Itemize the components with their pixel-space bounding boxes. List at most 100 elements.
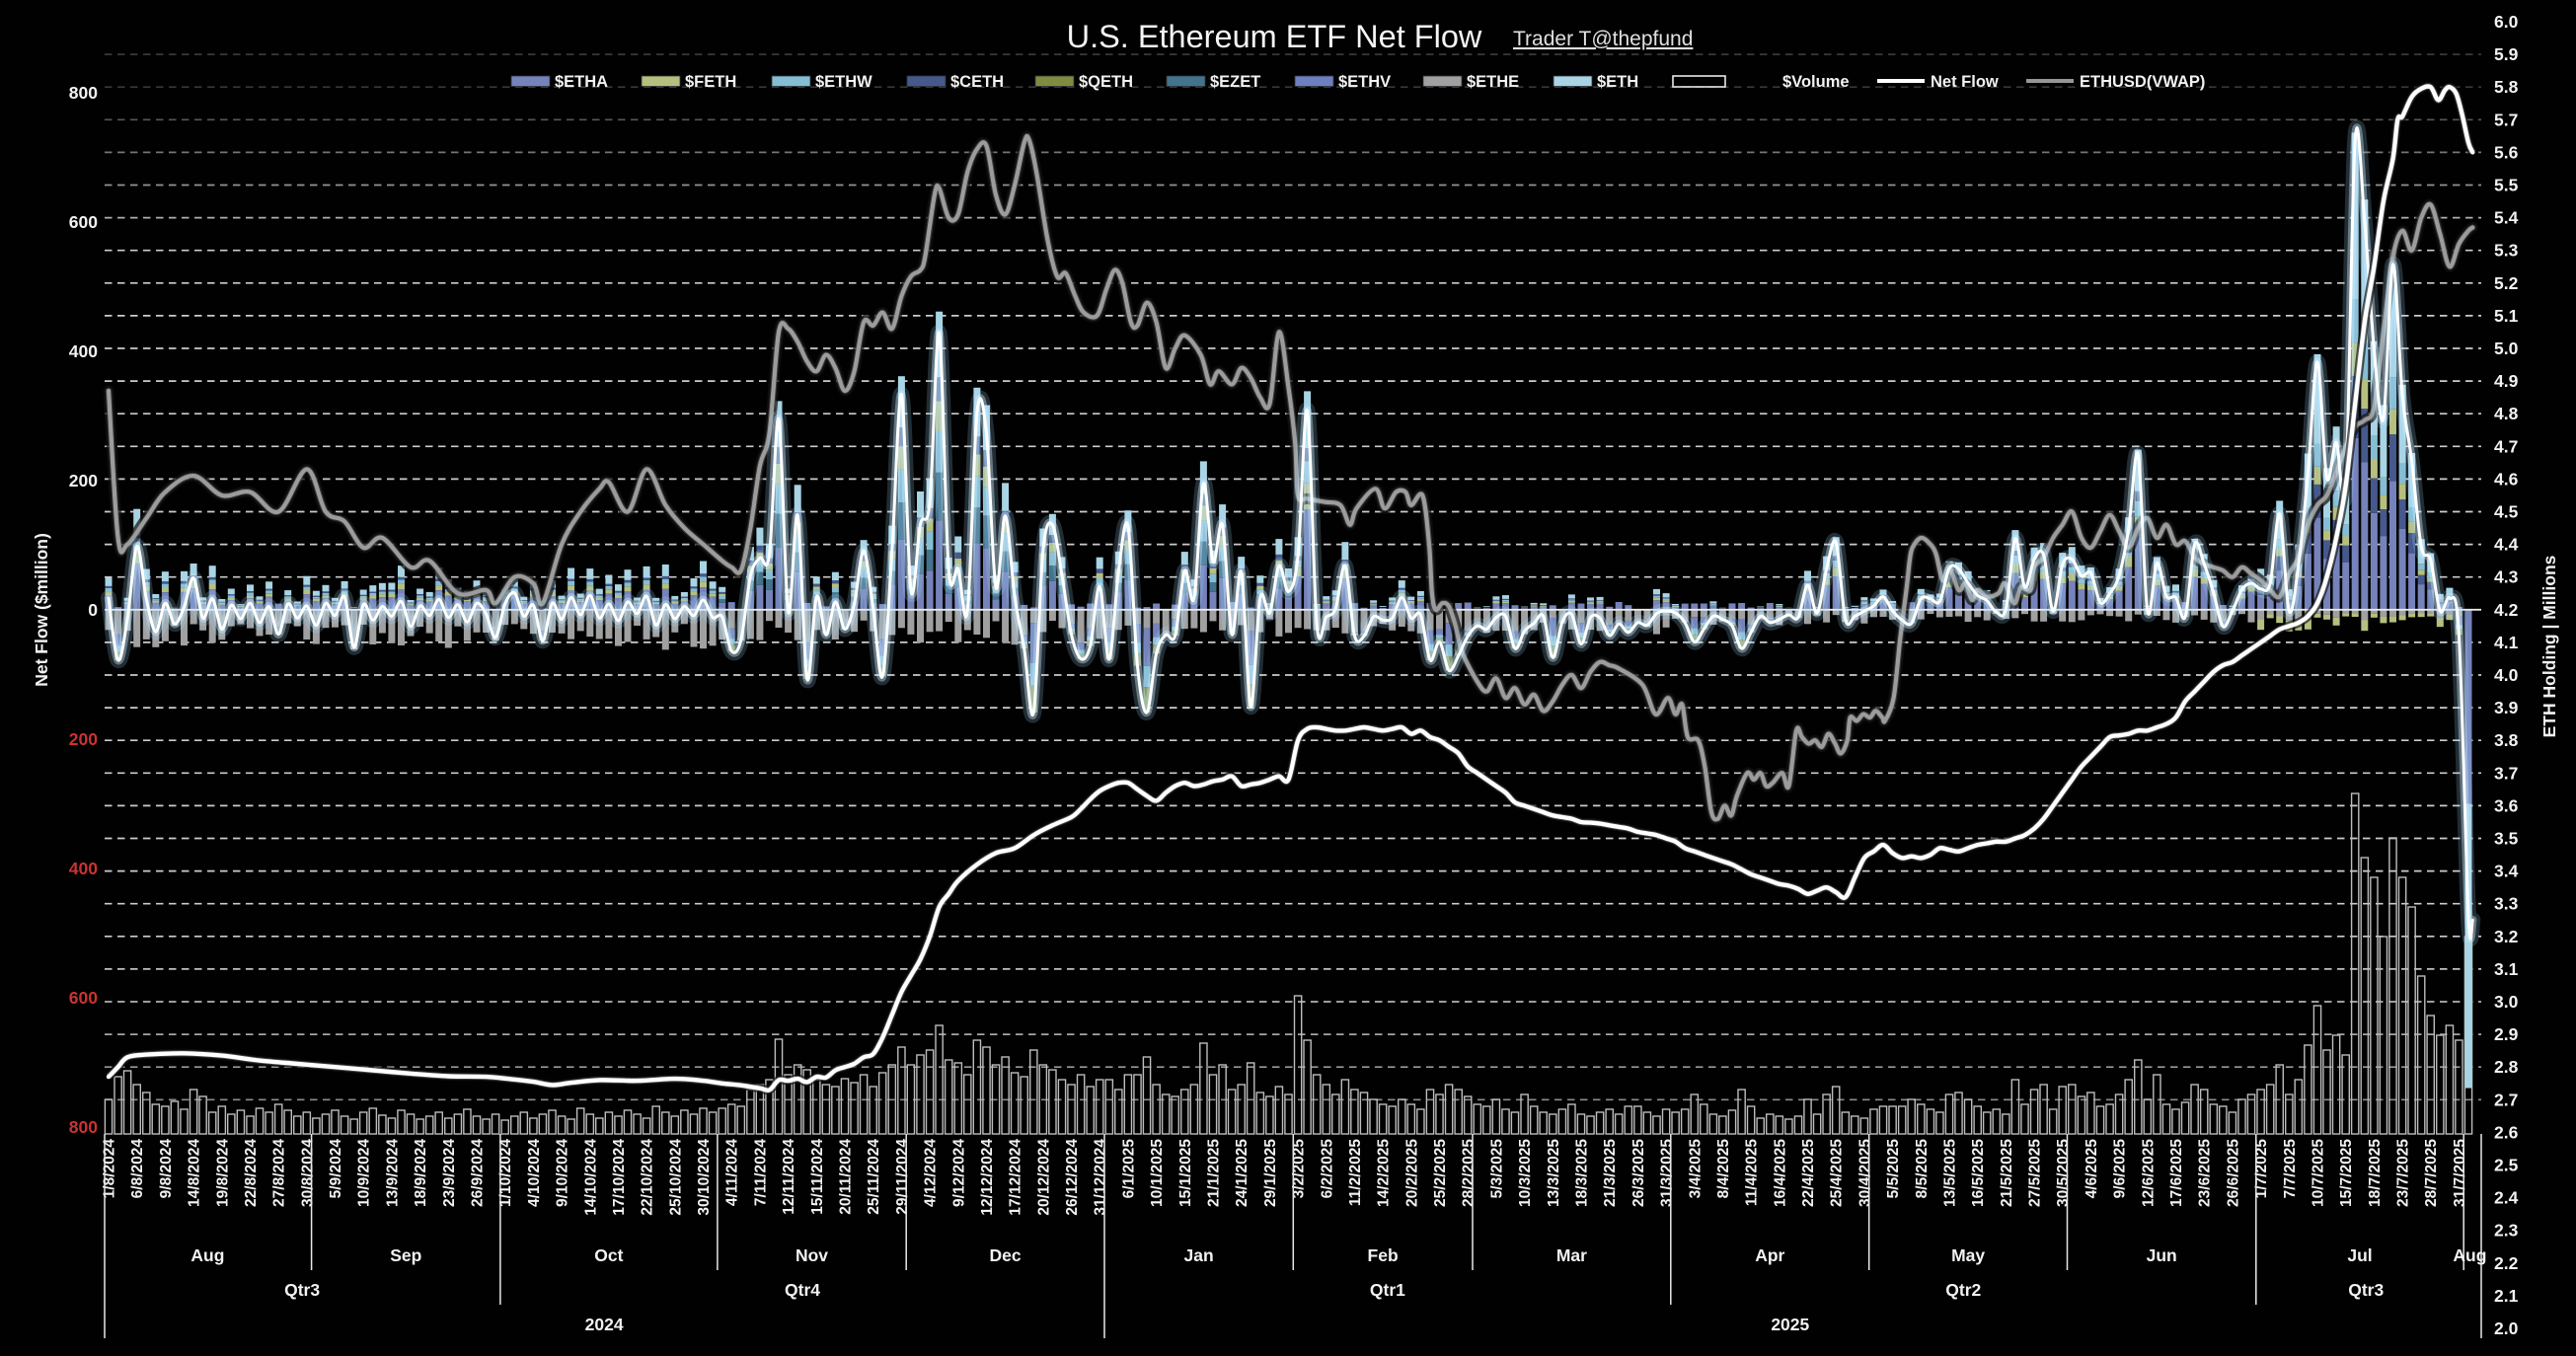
svg-text:4.3: 4.3 <box>2494 567 2519 587</box>
svg-text:25/2/2025: 25/2/2025 <box>1432 1139 1449 1207</box>
svg-text:18/3/2025: 18/3/2025 <box>1574 1139 1591 1207</box>
svg-text:4.5: 4.5 <box>2494 502 2519 522</box>
svg-text:4/6/2025: 4/6/2025 <box>2084 1139 2100 1199</box>
svg-text:4.9: 4.9 <box>2494 371 2519 391</box>
svg-text:23/7/2025: 23/7/2025 <box>2395 1139 2412 1207</box>
svg-text:3.5: 3.5 <box>2494 829 2519 849</box>
svg-text:20/12/2024: 20/12/2024 <box>1035 1139 1052 1216</box>
svg-text:2024: 2024 <box>585 1315 624 1334</box>
svg-text:8/5/2025: 8/5/2025 <box>1914 1139 1931 1199</box>
svg-text:2.5: 2.5 <box>2494 1156 2519 1175</box>
svg-text:600: 600 <box>69 212 98 232</box>
svg-text:U.S. Ethereum ETF Net Flow: U.S. Ethereum ETF Net Flow <box>1067 19 1482 54</box>
svg-text:3.1: 3.1 <box>2494 959 2519 979</box>
svg-text:28/2/2025: 28/2/2025 <box>1461 1139 1477 1207</box>
svg-text:Feb: Feb <box>1368 1245 1399 1265</box>
svg-text:27/8/2024: 27/8/2024 <box>271 1139 288 1207</box>
svg-text:20/11/2024: 20/11/2024 <box>838 1139 855 1215</box>
svg-text:29/11/2024: 29/11/2024 <box>894 1139 911 1215</box>
svg-text:16/5/2025: 16/5/2025 <box>1970 1139 1987 1207</box>
svg-text:30/10/2024: 30/10/2024 <box>696 1139 713 1216</box>
svg-text:4.8: 4.8 <box>2494 404 2519 423</box>
svg-text:22/4/2025: 22/4/2025 <box>1800 1139 1817 1207</box>
svg-text:31/12/2024: 31/12/2024 <box>1093 1139 1109 1216</box>
svg-text:31/7/2025: 31/7/2025 <box>2452 1139 2468 1207</box>
svg-text:18/9/2024: 18/9/2024 <box>413 1139 429 1207</box>
svg-text:11/2/2025: 11/2/2025 <box>1347 1139 1364 1206</box>
svg-text:29/1/2025: 29/1/2025 <box>1262 1139 1279 1207</box>
svg-text:8/4/2025: 8/4/2025 <box>1715 1139 1732 1199</box>
svg-text:25/10/2024: 25/10/2024 <box>667 1139 684 1216</box>
svg-text:2.4: 2.4 <box>2494 1188 2519 1208</box>
svg-text:26/6/2025: 26/6/2025 <box>2225 1139 2241 1207</box>
svg-text:Qtr4: Qtr4 <box>785 1280 820 1300</box>
svg-text:ETHUSD(VWAP): ETHUSD(VWAP) <box>2080 73 2205 91</box>
svg-text:Mar: Mar <box>1556 1245 1587 1265</box>
svg-text:Trader T@thepfund: Trader T@thepfund <box>1513 28 1693 50</box>
svg-text:Qtr1: Qtr1 <box>1370 1280 1405 1300</box>
svg-text:6/1/2025: 6/1/2025 <box>1120 1139 1137 1199</box>
svg-text:5.1: 5.1 <box>2494 306 2519 326</box>
svg-text:5.5: 5.5 <box>2494 176 2519 195</box>
svg-text:3.2: 3.2 <box>2494 927 2519 946</box>
svg-text:12/6/2025: 12/6/2025 <box>2140 1139 2157 1207</box>
svg-text:4.4: 4.4 <box>2494 535 2519 555</box>
svg-text:26/3/2025: 26/3/2025 <box>1630 1139 1647 1207</box>
svg-text:Qtr3: Qtr3 <box>284 1280 320 1300</box>
svg-text:3.4: 3.4 <box>2494 862 2519 881</box>
svg-text:24/1/2025: 24/1/2025 <box>1234 1139 1250 1207</box>
svg-text:$ETH: $ETH <box>1597 73 1638 91</box>
svg-text:23/9/2024: 23/9/2024 <box>441 1139 458 1207</box>
svg-text:17/12/2024: 17/12/2024 <box>1008 1139 1024 1216</box>
svg-text:2.3: 2.3 <box>2494 1221 2519 1241</box>
svg-text:9/6/2025: 9/6/2025 <box>2112 1139 2129 1199</box>
svg-text:4.2: 4.2 <box>2494 600 2519 620</box>
svg-text:21/1/2025: 21/1/2025 <box>1206 1139 1223 1207</box>
svg-text:Jul: Jul <box>2347 1245 2372 1265</box>
svg-text:15/1/2025: 15/1/2025 <box>1177 1139 1194 1207</box>
svg-text:10/3/2025: 10/3/2025 <box>1517 1139 1534 1207</box>
svg-text:19/8/2024: 19/8/2024 <box>214 1139 231 1207</box>
svg-text:16/4/2025: 16/4/2025 <box>1772 1139 1788 1207</box>
svg-text:10/7/2025: 10/7/2025 <box>2311 1139 2327 1207</box>
svg-text:2.7: 2.7 <box>2494 1090 2518 1109</box>
svg-text:9/12/2024: 9/12/2024 <box>950 1139 967 1207</box>
svg-text:17/6/2025: 17/6/2025 <box>2168 1139 2185 1207</box>
svg-text:5.3: 5.3 <box>2494 241 2519 261</box>
svg-text:Net Flow: Net Flow <box>1931 73 1999 91</box>
svg-text:10/9/2024: 10/9/2024 <box>356 1139 373 1207</box>
svg-text:25/11/2024: 25/11/2024 <box>866 1139 882 1215</box>
svg-text:$EZET: $EZET <box>1210 73 1260 91</box>
svg-text:23/6/2025: 23/6/2025 <box>2197 1139 2214 1207</box>
svg-text:10/1/2025: 10/1/2025 <box>1149 1139 1166 1207</box>
svg-text:1/7/2025: 1/7/2025 <box>2253 1139 2270 1199</box>
svg-text:21/3/2025: 21/3/2025 <box>1602 1139 1619 1207</box>
svg-text:26/12/2024: 26/12/2024 <box>1064 1139 1081 1216</box>
svg-text:Dec: Dec <box>990 1245 1022 1265</box>
svg-text:1/10/2024: 1/10/2024 <box>497 1139 514 1207</box>
svg-text:200: 200 <box>69 729 98 749</box>
svg-text:600: 600 <box>69 988 98 1008</box>
svg-text:Sep: Sep <box>390 1245 421 1265</box>
svg-text:ETH Holding | Millions: ETH Holding | Millions <box>2539 555 2559 737</box>
svg-text:4/10/2024: 4/10/2024 <box>526 1139 543 1207</box>
svg-text:4/12/2024: 4/12/2024 <box>923 1139 940 1207</box>
svg-text:Net Flow ($million): Net Flow ($million) <box>32 533 51 687</box>
svg-text:3.9: 3.9 <box>2494 698 2519 717</box>
svg-text:14/10/2024: 14/10/2024 <box>582 1139 599 1216</box>
svg-text:5/3/2025: 5/3/2025 <box>1488 1139 1505 1199</box>
svg-text:Oct: Oct <box>594 1245 623 1265</box>
svg-text:$FETH: $FETH <box>685 73 736 91</box>
svg-text:3/2/2025: 3/2/2025 <box>1291 1139 1308 1199</box>
svg-text:3.6: 3.6 <box>2494 795 2519 815</box>
svg-text:5.4: 5.4 <box>2494 208 2519 228</box>
svg-text:15/7/2025: 15/7/2025 <box>2338 1139 2355 1207</box>
svg-text:Aug: Aug <box>2453 1245 2486 1265</box>
svg-text:5.6: 5.6 <box>2494 142 2519 162</box>
svg-text:$ETHA: $ETHA <box>555 73 608 91</box>
svg-text:$CETH: $CETH <box>950 73 1004 91</box>
svg-text:22/10/2024: 22/10/2024 <box>640 1139 656 1216</box>
svg-text:30/4/2025: 30/4/2025 <box>1856 1139 1873 1207</box>
svg-text:400: 400 <box>69 341 98 361</box>
svg-text:12/11/2024: 12/11/2024 <box>781 1139 797 1215</box>
